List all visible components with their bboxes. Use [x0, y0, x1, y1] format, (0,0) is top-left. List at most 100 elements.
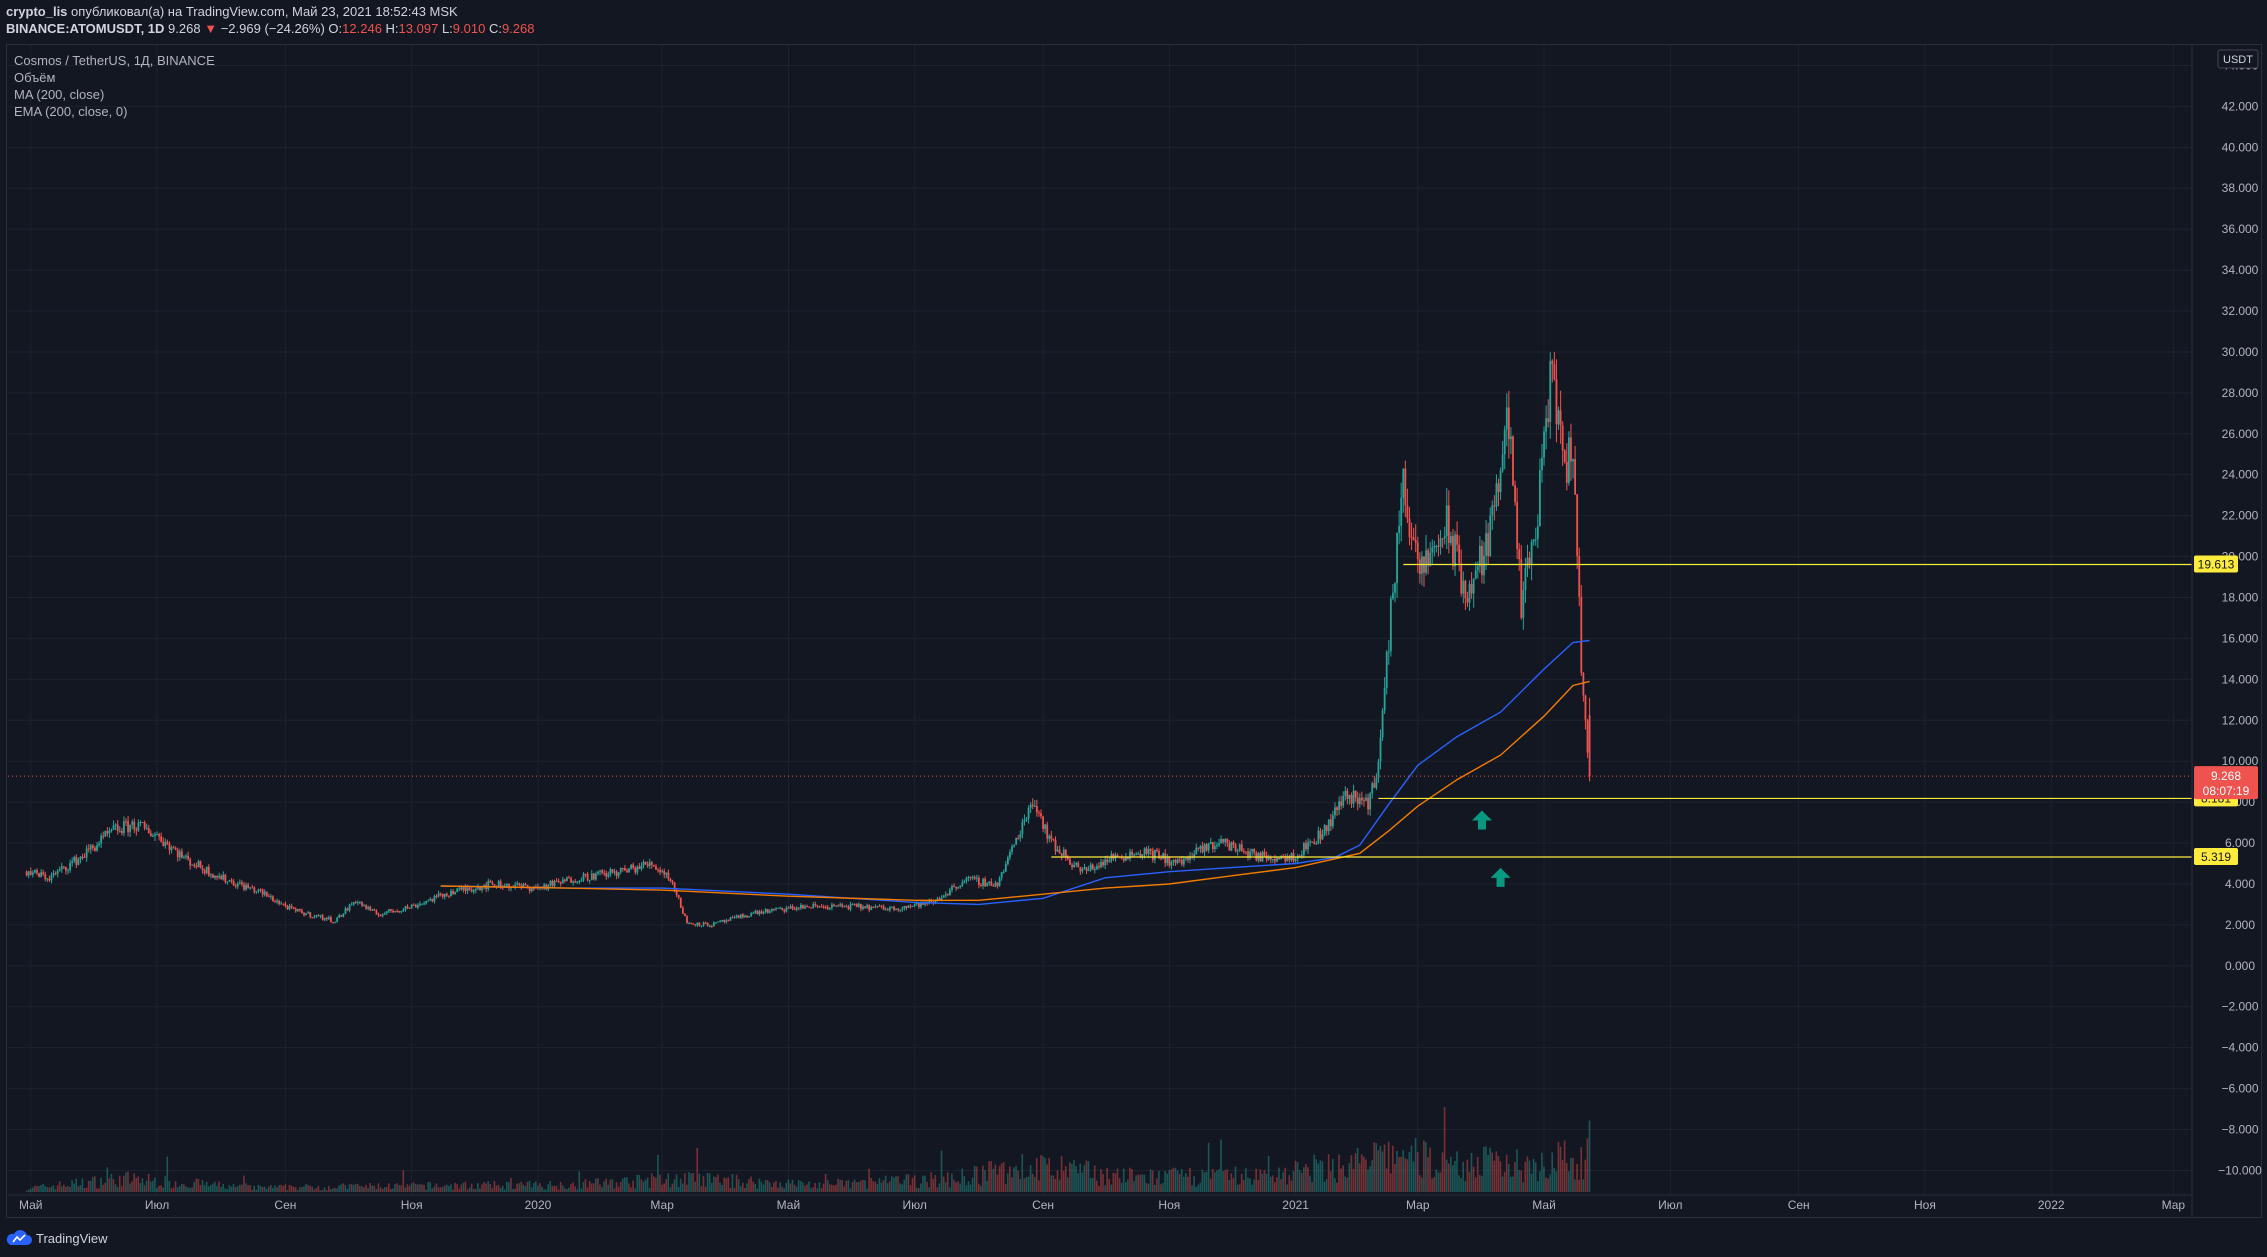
candle-body	[1491, 505, 1494, 516]
candle-body	[1541, 457, 1543, 471]
volume-bar	[346, 1189, 349, 1192]
volume-bar	[112, 1178, 115, 1192]
tradingview-logo[interactable]: TradingView	[6, 1230, 108, 1246]
volume-bar	[1514, 1161, 1516, 1192]
volume-bar	[820, 1188, 823, 1192]
candle-body	[477, 886, 479, 889]
volume-bar	[73, 1183, 75, 1192]
candle-body	[1135, 854, 1138, 856]
candle-body	[967, 877, 970, 879]
volume-bar	[1559, 1146, 1562, 1192]
volume-bar	[725, 1178, 728, 1192]
candle-body	[955, 886, 958, 889]
volume-bar	[460, 1184, 463, 1192]
volume-bar	[313, 1189, 316, 1192]
volume-bar	[330, 1189, 332, 1192]
candle-body	[872, 906, 875, 908]
volume-bar	[1512, 1176, 1514, 1192]
candle-body	[1228, 843, 1231, 851]
price-chart[interactable]: 44.00042.00040.00038.00036.00034.00032.0…	[0, 0, 2267, 1222]
candle-body	[1300, 854, 1303, 857]
volume-bar	[230, 1186, 233, 1192]
candle-body	[727, 920, 730, 922]
candle-body	[160, 836, 163, 842]
y-tick-label: 0.000	[2225, 959, 2255, 973]
volume-bar	[218, 1181, 220, 1192]
candle-body	[634, 867, 637, 873]
author-name[interactable]: crypto_lis	[6, 4, 68, 19]
y-tick-label: −6.000	[2221, 1082, 2258, 1096]
legend-ema[interactable]: EMA (200, close, 0)	[14, 104, 128, 119]
volume-bar	[317, 1185, 320, 1192]
volume-bar	[1505, 1154, 1508, 1192]
candle-body	[282, 903, 285, 905]
volume-bar	[472, 1188, 475, 1192]
candle-body	[704, 922, 707, 924]
volume-bar	[1228, 1180, 1231, 1192]
volume-bar	[375, 1189, 378, 1192]
candle-body	[1027, 807, 1030, 819]
volume-bar	[1124, 1182, 1127, 1192]
volume-bar	[42, 1183, 44, 1192]
volume-bar	[499, 1187, 502, 1192]
volume-bar	[325, 1190, 328, 1192]
volume-bar	[1158, 1171, 1160, 1192]
candle-body	[253, 887, 256, 893]
candle-body	[222, 874, 225, 880]
candle-body	[570, 878, 572, 883]
candle-body	[1211, 841, 1214, 850]
candle-body	[1071, 864, 1073, 868]
volume-bar	[880, 1182, 883, 1192]
legend-ma[interactable]: MA (200, close)	[14, 87, 105, 102]
currency-box	[2217, 49, 2259, 69]
candle-body	[1222, 839, 1225, 843]
volume-bar	[1242, 1179, 1245, 1192]
candle-body	[522, 884, 525, 887]
volume-bar	[561, 1185, 564, 1192]
candle-body	[597, 871, 599, 874]
volume-bar	[1528, 1160, 1531, 1192]
volume-bar	[878, 1178, 881, 1192]
volume-bar	[1331, 1158, 1334, 1192]
volume-bar	[1300, 1172, 1303, 1192]
volume-bar	[1224, 1170, 1226, 1192]
candle-body	[346, 908, 349, 911]
volume-bar	[1520, 1170, 1522, 1192]
candle-body	[1271, 858, 1274, 860]
volume-bar	[619, 1181, 622, 1192]
volume-bar	[1067, 1177, 1069, 1192]
volume-bar	[69, 1186, 71, 1192]
candle-body	[903, 906, 906, 909]
candle-body	[671, 881, 674, 883]
candle-body	[265, 891, 268, 897]
candle-body	[1116, 855, 1119, 857]
volume-bar	[361, 1186, 363, 1192]
volume-bar	[388, 1183, 390, 1192]
candle-body	[342, 913, 345, 917]
candle-body	[1530, 541, 1533, 564]
candle-body	[1023, 819, 1026, 822]
volume-bar	[928, 1187, 930, 1192]
legend-volume[interactable]: Объём	[14, 70, 56, 85]
candle-body	[652, 864, 655, 867]
candle-body	[1168, 856, 1171, 866]
volume-bar	[371, 1185, 374, 1192]
candle-body	[73, 856, 76, 862]
volume-bar	[1365, 1159, 1367, 1192]
volume-bar	[1582, 1179, 1585, 1192]
candle-body	[423, 903, 425, 905]
candle-body	[1478, 546, 1481, 567]
volume-bar	[795, 1186, 798, 1192]
legend-title[interactable]: Cosmos / TetherUS, 1Д, BINANCE	[14, 53, 215, 68]
candle-body	[642, 861, 645, 866]
candle-body	[216, 875, 218, 878]
volume-bar	[1058, 1179, 1061, 1192]
volume-bar	[717, 1174, 719, 1192]
volume-bar	[1375, 1143, 1378, 1192]
candle-body	[435, 895, 438, 897]
candle-body	[897, 908, 900, 911]
volume-bar	[1015, 1165, 1017, 1192]
volume-bar	[727, 1177, 730, 1192]
volume-bar	[137, 1176, 140, 1192]
candle-body	[36, 870, 38, 874]
